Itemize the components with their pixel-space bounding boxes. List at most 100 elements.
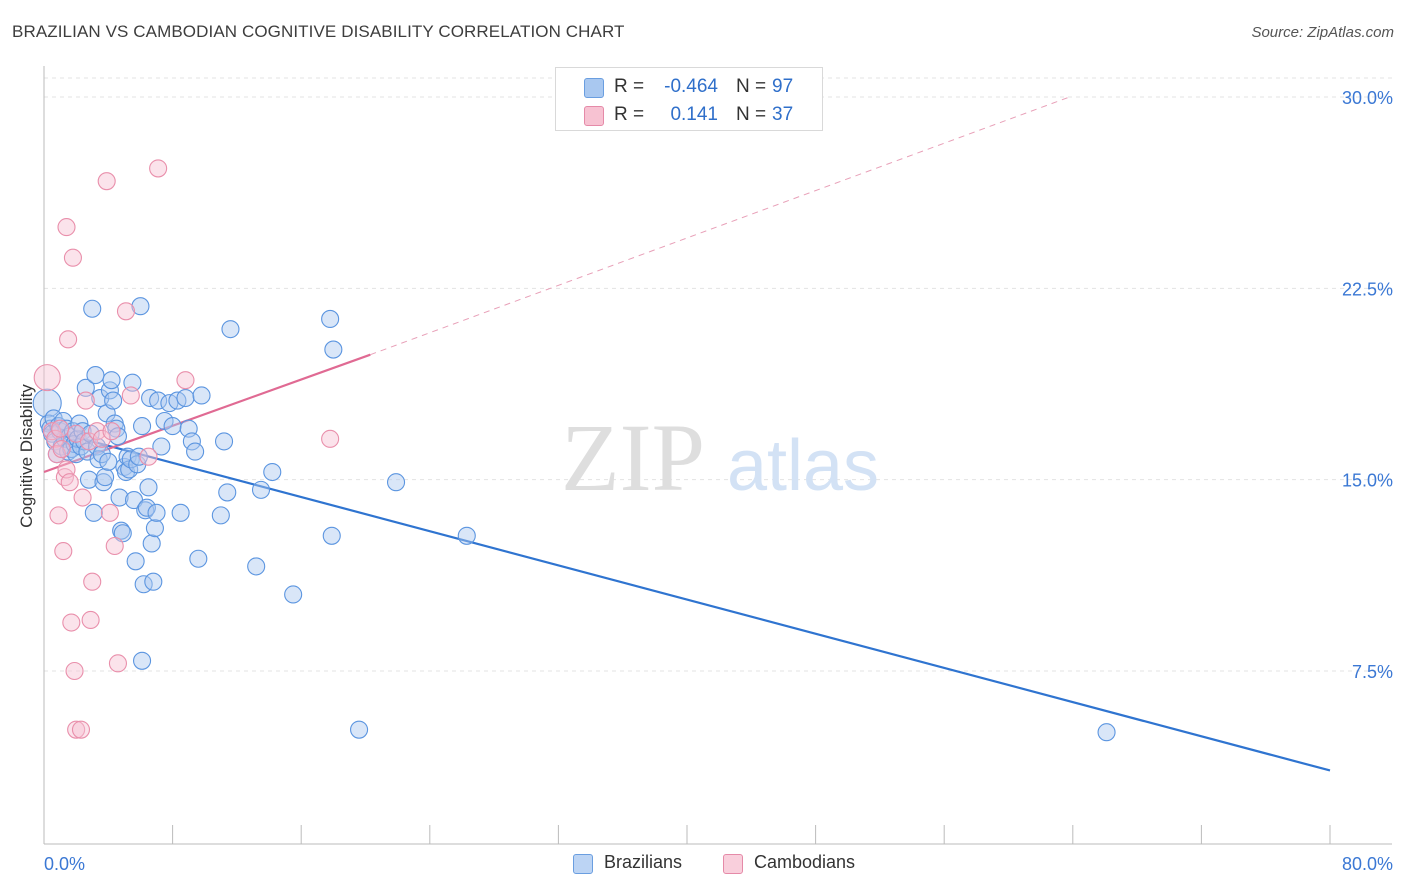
series-brazilians: [32, 297, 1116, 742]
r-label: R =: [614, 76, 645, 97]
data-point: [211, 506, 230, 525]
data-point: [171, 503, 190, 522]
data-point: [147, 503, 166, 522]
data-point: [55, 468, 74, 487]
data-point: [113, 524, 132, 543]
legend: Brazilians Cambodians: [0, 852, 1406, 878]
tick-labels: 7.5% 15.0% 22.5% 30.0% 0.0% 80.0%: [44, 88, 1393, 874]
data-point: [71, 720, 91, 739]
data-point: [84, 503, 103, 522]
data-point: [73, 488, 92, 507]
watermark-zip: ZIP: [561, 404, 705, 511]
data-point: [116, 302, 136, 321]
data-points: [32, 159, 1116, 742]
data-point: [149, 391, 168, 410]
data-point: [63, 248, 82, 267]
brazilians-swatch: [584, 78, 604, 98]
data-point: [386, 473, 406, 492]
data-point: [176, 371, 195, 390]
data-point: [92, 429, 111, 448]
data-point: [92, 445, 111, 464]
trend-lines: [43, 96, 1331, 772]
data-point: [46, 429, 65, 448]
stats-row-brazilians: R = -0.464 N = 97: [556, 72, 822, 102]
data-point: [142, 534, 161, 553]
data-point: [139, 478, 158, 497]
data-point: [47, 445, 66, 464]
data-point: [251, 480, 271, 499]
data-point: [1097, 723, 1116, 742]
data-point: [186, 442, 205, 461]
data-point: [60, 473, 79, 492]
r-value: 0.141: [670, 104, 718, 125]
data-point: [76, 391, 95, 410]
data-point: [133, 651, 152, 670]
data-point: [321, 309, 340, 328]
chart-title: BRAZILIAN VS CAMBODIAN COGNITIVE DISABIL…: [12, 22, 625, 41]
data-point: [457, 526, 476, 545]
data-point: [104, 391, 123, 410]
data-point: [129, 447, 148, 466]
stats-row-cambodians: R = 0.141 N = 37: [556, 100, 822, 130]
data-point: [163, 417, 182, 436]
legend-swatch-brazilians: [573, 854, 593, 874]
data-point: [221, 320, 240, 339]
cambodians-swatch: [584, 106, 604, 126]
watermark-atlas: atlas: [727, 426, 879, 506]
n-label: N =: [736, 76, 767, 97]
watermark: ZIP atlas: [561, 404, 879, 511]
data-point: [126, 552, 145, 571]
y-tick-label: 15.0%: [1342, 471, 1393, 491]
data-point: [149, 159, 168, 178]
data-point: [86, 366, 105, 385]
data-point: [214, 432, 234, 451]
legend-label: Cambodians: [754, 852, 856, 872]
data-point: [96, 468, 115, 487]
data-point: [99, 452, 118, 471]
r-value: -0.464: [664, 76, 718, 97]
data-point: [322, 526, 341, 545]
data-point: [189, 549, 208, 568]
data-point: [83, 299, 102, 318]
data-point: [176, 388, 195, 408]
data-point: [76, 378, 95, 397]
data-point: [59, 330, 78, 349]
data-point: [83, 572, 102, 591]
n-value: 37: [772, 104, 794, 125]
data-point: [182, 432, 201, 451]
legend-swatch-cambodians: [723, 854, 743, 874]
data-point: [65, 661, 84, 681]
n-value: 97: [772, 76, 794, 97]
data-point: [105, 536, 124, 556]
data-point: [54, 542, 73, 561]
data-point: [49, 506, 68, 525]
r-label: R =: [614, 104, 645, 125]
data-point: [131, 297, 150, 316]
trend-line-brazilians: [43, 427, 1331, 772]
data-point: [218, 483, 237, 502]
data-point: [57, 218, 76, 237]
trend-line-dashed: [370, 96, 1070, 356]
data-point: [33, 364, 61, 392]
data-point: [100, 503, 119, 522]
x-tick-label: 0.0%: [44, 854, 85, 874]
data-point: [144, 572, 163, 591]
data-point: [247, 557, 266, 576]
data-point: [102, 422, 121, 441]
gridlines: [44, 77, 1392, 672]
legend-label: Brazilians: [604, 852, 683, 872]
x-tick-label: 80.0%: [1342, 854, 1393, 874]
data-point: [263, 462, 282, 482]
n-label: N =: [736, 104, 767, 125]
data-point: [350, 720, 369, 739]
data-point: [81, 610, 100, 630]
data-point: [137, 498, 156, 517]
data-point: [67, 720, 86, 739]
axes: [43, 66, 1392, 845]
stats-box: R = -0.464 N = 97 R = 0.141 N = 37: [555, 67, 823, 131]
series-cambodians: [33, 159, 340, 739]
data-point: [52, 440, 71, 459]
data-point: [139, 447, 158, 466]
data-point: [110, 488, 129, 507]
y-tick-label: 22.5%: [1342, 279, 1393, 299]
